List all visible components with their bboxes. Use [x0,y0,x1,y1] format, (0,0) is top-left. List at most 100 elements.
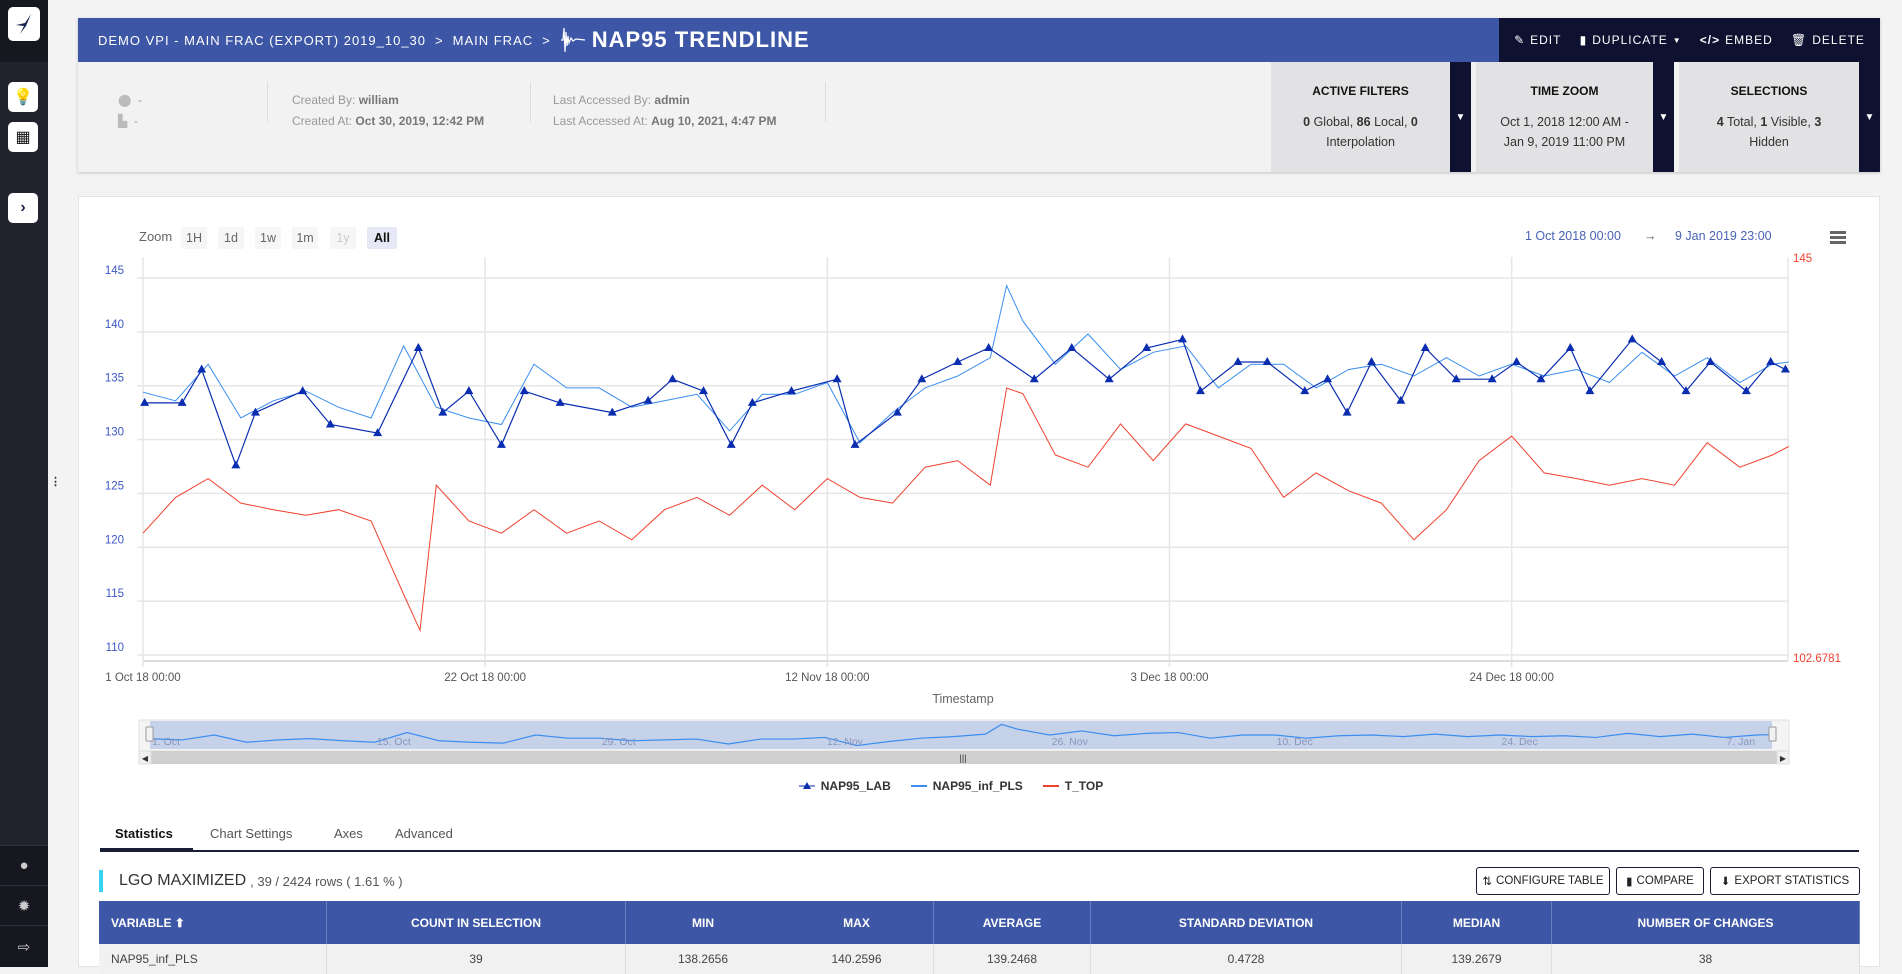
selections-dropdown[interactable]: ▼ [1859,62,1880,172]
zoom-1y-button[interactable]: 1y [330,227,356,249]
stats-title-text: LGO MAXIMIZED [119,872,247,889]
legend-item-t-top[interactable]: T_TOP [1042,779,1104,793]
column-header[interactable]: COUNT IN SELECTION [327,901,626,944]
y-right-tick-label: 145 [1793,253,1812,265]
time-zoom-dropdown[interactable]: ▼ [1653,62,1674,172]
data-point-marker [1323,374,1333,383]
line-marker-icon [910,785,927,787]
data-point-marker [1585,386,1595,395]
lightbulb-icon[interactable]: 💡 [8,82,38,112]
delete-button[interactable]: 🗑 DELETE [1791,33,1865,47]
y-left-tick-label: 115 [106,588,124,600]
data-point-marker [1396,395,1406,404]
legend-label: NAP95_LAB [820,779,891,793]
interp-label: Interpolation [1326,135,1395,149]
data-point-marker [917,374,927,383]
active-filters-dropdown[interactable]: ▼ [1450,62,1471,172]
chart-menu-icon[interactable] [1830,231,1846,245]
tab-divider [100,850,1859,852]
zoom-1w-button[interactable]: 1w [255,227,281,249]
time-zoom-panel[interactable]: TIME ZOOM Oct 1, 2018 12:00 AM - Jan 9, 2… [1476,62,1653,172]
edit-button[interactable]: ✎ EDIT [1514,33,1561,47]
delete-label: DELETE [1812,33,1865,47]
hidden-label: Hidden [1749,135,1789,149]
range-to-input[interactable]: 9 Jan 2019 23:00 [1675,229,1772,243]
app-logo-icon[interactable] [8,7,40,41]
column-header[interactable]: AVERAGE [934,901,1091,944]
data-point-marker [1420,343,1430,352]
resize-handle-icon[interactable]: ⋮ [50,476,61,488]
page-header: DEMO VPI - MAIN FRAC (EXPORT) 2019_10_30… [78,18,1880,172]
chart-card [78,196,1880,967]
selections-panel[interactable]: SELECTIONS 4 Total, 1 Visible, 3 Hidden [1679,62,1859,172]
data-point-marker [413,343,423,352]
data-point-marker [1262,357,1272,366]
factory-icon: ▙ [118,114,128,128]
expand-sidebar-button[interactable]: › [8,193,38,223]
logout-icon[interactable]: ⇨ [0,925,48,967]
navigator[interactable]: 1. Oct 15. Oct 29. Oct 12. Nov 26. Nov 10. De… [138,719,1790,765]
zoom-1h-button[interactable]: 1H [181,227,207,249]
column-header[interactable]: VARIABLE ⬆ [99,901,327,944]
data-point-marker [496,439,506,448]
table-cell: 139.2679 [1402,944,1552,974]
data-point-marker [668,374,678,383]
selections-title: SELECTIONS [1730,84,1808,98]
tab-chart-settings[interactable]: Chart Settings [210,826,293,841]
zoom-label: Zoom [139,229,173,244]
tab-advanced[interactable]: Advanced [395,826,453,841]
breadcrumb-section[interactable]: MAIN FRAC [452,32,534,48]
triangle-marker-icon [798,782,815,789]
zoom-all-button[interactable]: All [367,227,397,249]
pencil-icon: ✎ [1514,33,1526,47]
column-header[interactable]: NUMBER OF CHANGES [1552,901,1860,944]
legend-item-nap95-lab[interactable]: NAP95_LAB [798,779,891,793]
series-line-t-top [142,387,1789,633]
navigator-date-label: 12. Nov [827,736,864,748]
column-header[interactable]: STANDARD DEVIATION [1091,901,1402,944]
zoom-1m-button[interactable]: 1m [292,227,318,249]
column-header[interactable]: MEDIAN [1402,901,1552,944]
time-zoom-start: Oct 1, 2018 12:00 AM - [1500,115,1629,129]
active-filters-panel[interactable]: ACTIVE FILTERS 0 Global, 86 Local, 0 Inte… [1271,62,1450,172]
duplicate-button[interactable]: ▮ DUPLICATE ▼ [1580,33,1682,47]
tab-statistics[interactable]: Statistics [115,826,173,841]
data-point-marker [519,386,529,395]
breadcrumb: DEMO VPI - MAIN FRAC (EXPORT) 2019_10_30… [78,18,1880,62]
data-point-marker [1178,334,1188,343]
series-line-nap95-lab [144,338,1786,468]
total-label: Total, [1726,115,1757,129]
created-by-value: william [358,93,399,107]
configure-table-button[interactable]: ⇅ CONFIGURE TABLE [1476,867,1610,895]
y-left-tick-label: 120 [105,534,124,546]
tab-axes[interactable]: Axes [334,826,363,841]
legend-label: T_TOP [1064,779,1104,793]
copy-icon: ▮ [1579,33,1588,47]
gear-icon[interactable]: ✹ [0,885,48,925]
column-header[interactable]: MAX [780,901,934,944]
legend-item-nap95-inf-pls[interactable]: NAP95_inf_PLS [910,779,1023,793]
user-icon[interactable]: ● [0,845,48,885]
data-point-marker [1300,386,1310,395]
export-statistics-button[interactable]: ⬇ EXPORT STATISTICS [1710,867,1860,895]
accessed-at-label: Last Accessed At: [553,114,648,128]
table-cell: 138.2656 [626,944,780,974]
embed-button[interactable]: </> EMBED [1700,33,1773,47]
navigator-left-handle [145,726,154,742]
location-info: ⬤ - ▙ - [118,90,142,132]
range-from-input[interactable]: 1 Oct 2018 00:00 [1525,229,1621,243]
scroll-left-button [138,750,152,765]
zoom-1d-button[interactable]: 1d [218,227,244,249]
x-axis-title: Timestamp [932,692,993,706]
data-point-marker [1029,374,1039,383]
duplicate-label: DUPLICATE [1592,33,1668,47]
edit-label: EDIT [1530,33,1562,47]
calculator-icon[interactable]: ▦ [8,122,38,152]
compare-button[interactable]: ▮ COMPARE [1616,867,1704,895]
data-point-marker [438,407,448,416]
data-point-marker [747,397,757,406]
y-left-tick-label: 135 [105,373,124,385]
breadcrumb-project[interactable]: DEMO VPI - MAIN FRAC (EXPORT) 2019_10_30 [98,32,427,48]
column-header[interactable]: MIN [626,901,780,944]
